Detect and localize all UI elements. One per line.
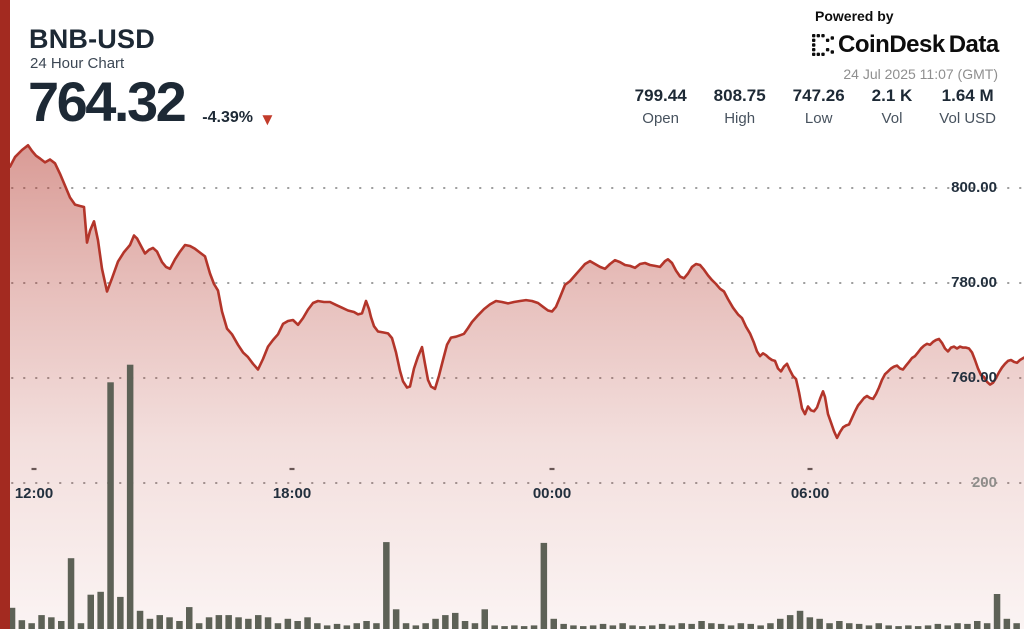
y-axis-label-780: 780.00 (951, 274, 997, 291)
symbol-title: BNB-USD (29, 24, 155, 54)
stats-row: 799.44 Open 808.75 High 747.26 Low 2.1 K… (635, 86, 996, 127)
stat-high-label: High (724, 110, 756, 127)
stat-low: 747.26 Low (793, 86, 845, 127)
brand-coindesk: CoinDesk (838, 31, 945, 58)
x-axis-label-1800: 18:00 (272, 485, 312, 502)
timestamp: 24 Jul 2025 11:07 (GMT) (843, 66, 998, 82)
stat-vol: 2.1 K Vol (872, 86, 913, 127)
coindesk-data-logo[interactable]: CoinDesk Data (812, 31, 1000, 59)
stat-high: 808.75 High (714, 86, 766, 127)
x-axis-label-0600: 06:00 (790, 485, 830, 502)
stat-open: 799.44 Open (635, 86, 687, 127)
stat-low-value: 747.26 (792, 86, 845, 105)
x-axis-label-1200: 12:00 (14, 485, 54, 502)
x-axis-label-0000: 00:00 (532, 485, 572, 502)
brand-data: Data (948, 31, 1000, 58)
branding-block: Powered by Coi (812, 8, 1000, 82)
stat-vol-usd-label: Vol USD (939, 110, 996, 127)
powered-by-label: Powered by (815, 8, 894, 24)
stat-open-value: 799.44 (634, 86, 687, 105)
coindesk-logo-icon (812, 34, 834, 56)
stat-vol-value: 2.1 K (871, 86, 913, 105)
y-axis-label-760: 760.00 (951, 369, 997, 386)
y-axis-label-800: 800.00 (951, 179, 997, 196)
current-price: 764.32 (28, 70, 187, 133)
down-triangle-icon: ▼ (258, 110, 276, 129)
stat-vol-usd-value: 1.64 M (941, 86, 994, 105)
chart-subtitle: 24 Hour Chart (30, 55, 125, 72)
stat-vol-label: Vol (881, 110, 903, 127)
stat-low-label: Low (804, 110, 833, 127)
left-accent-bar (0, 0, 10, 629)
stat-high-value: 808.75 (713, 86, 766, 105)
stat-vol-usd: 1.64 M Vol USD (939, 86, 996, 127)
price-change-percent: -4.39% (202, 109, 253, 126)
stat-open-label: Open (642, 110, 679, 127)
volume-axis-label-200: 200 (971, 474, 997, 491)
price-row: 764.32 -4.39% ▼ (28, 74, 276, 130)
